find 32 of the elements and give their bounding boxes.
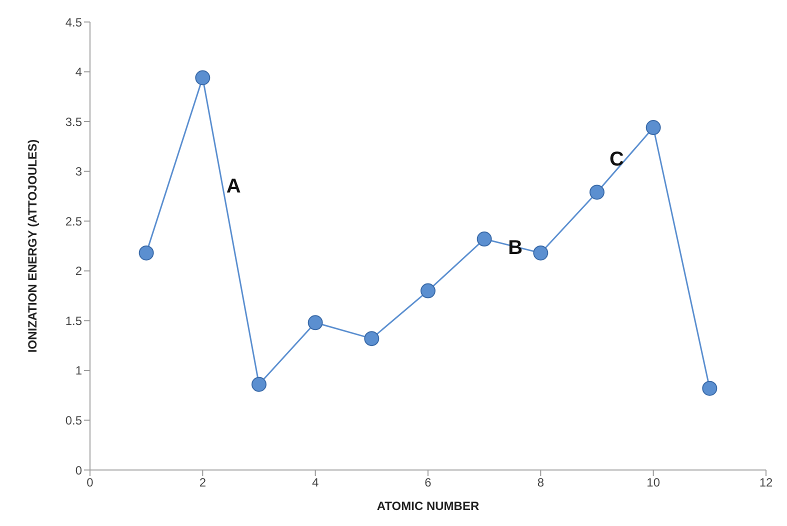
x-tick-label: 12 xyxy=(759,476,773,490)
y-tick-label: 0.5 xyxy=(65,413,82,428)
annotation: A xyxy=(226,175,241,198)
y-tick-label: 2.5 xyxy=(65,214,82,228)
y-tick-label: 3.5 xyxy=(65,114,82,129)
y-tick-label: 1 xyxy=(75,364,82,378)
point xyxy=(590,184,604,200)
y-tick-label: 4.5 xyxy=(65,15,82,30)
y-axis-title: IONIZATION ENERGY (ATTOJOULES) xyxy=(25,139,40,353)
y-tick-label: 0 xyxy=(75,463,82,478)
x-tick-label: 0 xyxy=(86,476,94,490)
x-tick-label: 6 xyxy=(424,476,432,490)
point xyxy=(533,245,548,260)
point xyxy=(252,376,266,392)
x-tick-label: 2 xyxy=(199,476,206,490)
x-tick-label: 8 xyxy=(537,476,544,490)
y-tick-label: 1.5 xyxy=(65,314,82,328)
point xyxy=(308,315,323,330)
point xyxy=(646,120,661,136)
y-tick-label: 3 xyxy=(75,164,82,179)
point xyxy=(420,283,436,298)
annotation: C xyxy=(609,148,624,170)
x-axis-title: ATOMIC NUMBER xyxy=(376,499,480,513)
point xyxy=(476,232,492,247)
x-tick-label: 10 xyxy=(646,476,660,490)
x-tick-label: 4 xyxy=(312,476,319,490)
y-tick-label: 2 xyxy=(75,264,82,278)
point xyxy=(364,331,380,346)
point xyxy=(138,245,154,260)
point xyxy=(702,380,718,396)
y-tick-label: 4 xyxy=(75,65,82,80)
point xyxy=(195,70,210,86)
